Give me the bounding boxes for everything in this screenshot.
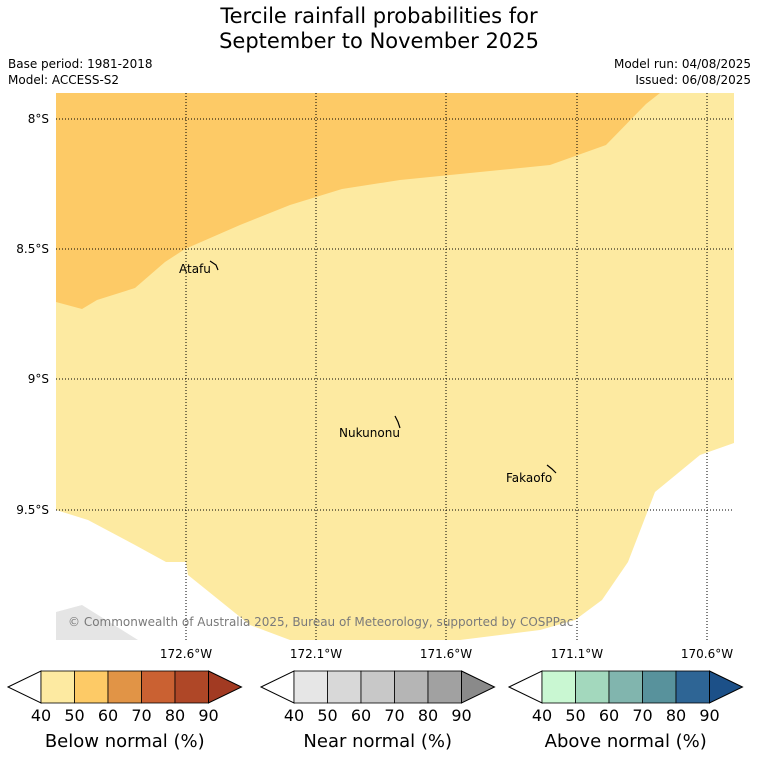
meta-right: Model run: 04/08/2025 Issued: 06/08/2025 — [614, 56, 751, 88]
colorbar-above-low-extension — [507, 670, 543, 704]
colorbar-near-swatch — [427, 670, 462, 704]
colorbar-near-tick: 40 — [284, 706, 304, 725]
colorbar-above: 40 50 60 70 80 90 Above normal (%) — [507, 670, 744, 752]
colorbar-near-tick: 60 — [351, 706, 371, 725]
lon-label-172-6: 172.6°W — [160, 647, 212, 661]
lon-label-172-1: 172.1°W — [290, 647, 342, 661]
colorbar-above-label: Above normal (%) — [545, 731, 707, 752]
atafu-island — [209, 260, 219, 271]
colorbar-near-swatch — [360, 670, 395, 704]
colorbar-above-swatch — [675, 670, 710, 704]
colorbar-below-swatch — [141, 670, 176, 704]
colorbar-near-low-extension — [259, 670, 295, 704]
lat-label-9-5: 9.5°S — [16, 503, 49, 517]
colorbar-near-tick: 50 — [317, 706, 337, 725]
colorbar-above-swatch — [575, 670, 610, 704]
colorbar-above-tick: 90 — [699, 706, 719, 725]
colorbar-near-swatch — [327, 670, 362, 704]
model-run: Model run: 04/08/2025 — [613, 57, 751, 71]
colorbar-below-tick: 90 — [198, 706, 218, 725]
colorbar-below-tick: 40 — [31, 706, 51, 725]
base-period: Base period: 1981-2018 — [8, 57, 153, 71]
copyright-notice: © Commonwealth of Australia 2025, Bureau… — [68, 615, 573, 629]
colorbar-near-label: Near normal (%) — [303, 731, 452, 752]
lat-label-8-5: 8.5°S — [16, 242, 49, 256]
colorbar-below-swatch — [40, 670, 75, 704]
below-normal-50-60-region — [56, 93, 660, 309]
colorbar-below-label: Below normal (%) — [45, 731, 205, 752]
colorbar-below-swatch — [74, 670, 109, 704]
colorbar-above-tick: 80 — [666, 706, 686, 725]
colorbar-above-swatch — [608, 670, 643, 704]
place-label-atafu: Atafu — [179, 262, 211, 276]
fakaofo-island — [546, 464, 557, 474]
title-line-1: Tercile rainfall probabilities for — [220, 4, 538, 28]
lon-label-171-1: 171.1°W — [551, 647, 603, 661]
colorbar-near-swatch — [394, 670, 429, 704]
colorbar-below-tick: 50 — [64, 706, 84, 725]
lat-label-9: 9°S — [28, 372, 49, 386]
colorbar-near-tick: 90 — [451, 706, 471, 725]
colorbar-below-swatch — [107, 670, 142, 704]
issued-date: Issued: 06/08/2025 — [635, 73, 751, 87]
colorbar-below-high-extension — [208, 670, 243, 704]
colorbar-near-tick: 80 — [418, 706, 438, 725]
colorbar-above-tick: 60 — [599, 706, 619, 725]
map-area[interactable]: Atafu Nukunonu Fakaofo © Commonwealth of… — [56, 93, 734, 640]
colorbar-near-tick: 70 — [384, 706, 404, 725]
place-label-fakaofo: Fakaofo — [506, 471, 552, 485]
colorbar-near-swatch — [293, 670, 328, 704]
colorbar-near-high-extension — [461, 670, 496, 704]
map-title: Tercile rainfall probabilities for Septe… — [0, 4, 758, 54]
colorbar-above-tick: 40 — [532, 706, 552, 725]
colorbar-below-tick: 70 — [131, 706, 151, 725]
graticule — [56, 93, 734, 640]
lon-label-170-6: 170.6°W — [681, 647, 733, 661]
nukunonu-island — [394, 415, 401, 429]
meta-left: Base period: 1981-2018 Model: ACCESS-S2 — [8, 56, 153, 88]
title-line-2: September to November 2025 — [219, 29, 539, 53]
latitude-labels: 8°S 8.5°S 9°S 9.5°S — [16, 112, 49, 517]
grey-no-data-patch — [56, 605, 138, 640]
colorbar-above-tick: 70 — [632, 706, 652, 725]
colorbar-above-high-extension — [709, 670, 744, 704]
colorbar-below-tick: 60 — [98, 706, 118, 725]
colorbar-below-low-extension — [6, 670, 42, 704]
longitude-labels: 172.6°W 172.1°W 171.6°W 171.1°W 170.6°W — [160, 647, 733, 661]
colorbar-below-tick: 80 — [165, 706, 185, 725]
colorbar-above-swatch — [642, 670, 677, 704]
colorbar-above-tick: 50 — [565, 706, 585, 725]
lon-label-171-6: 171.6°W — [420, 647, 472, 661]
colorbar-near: 40 50 60 70 80 90 Near normal (%) — [259, 670, 496, 752]
colorbar-above-swatch — [541, 670, 576, 704]
place-label-nukunonu: Nukunonu — [339, 426, 400, 440]
colorbar-below: 40 50 60 70 80 90 Below normal (%) — [6, 670, 243, 752]
lat-label-8: 8°S — [28, 112, 49, 126]
model-name: Model: ACCESS-S2 — [8, 73, 120, 87]
colorbar-below-swatch — [174, 670, 209, 704]
colorbars: 40 50 60 70 80 90 Below normal (%) 40 50 60 70 80 90… — [6, 670, 744, 752]
